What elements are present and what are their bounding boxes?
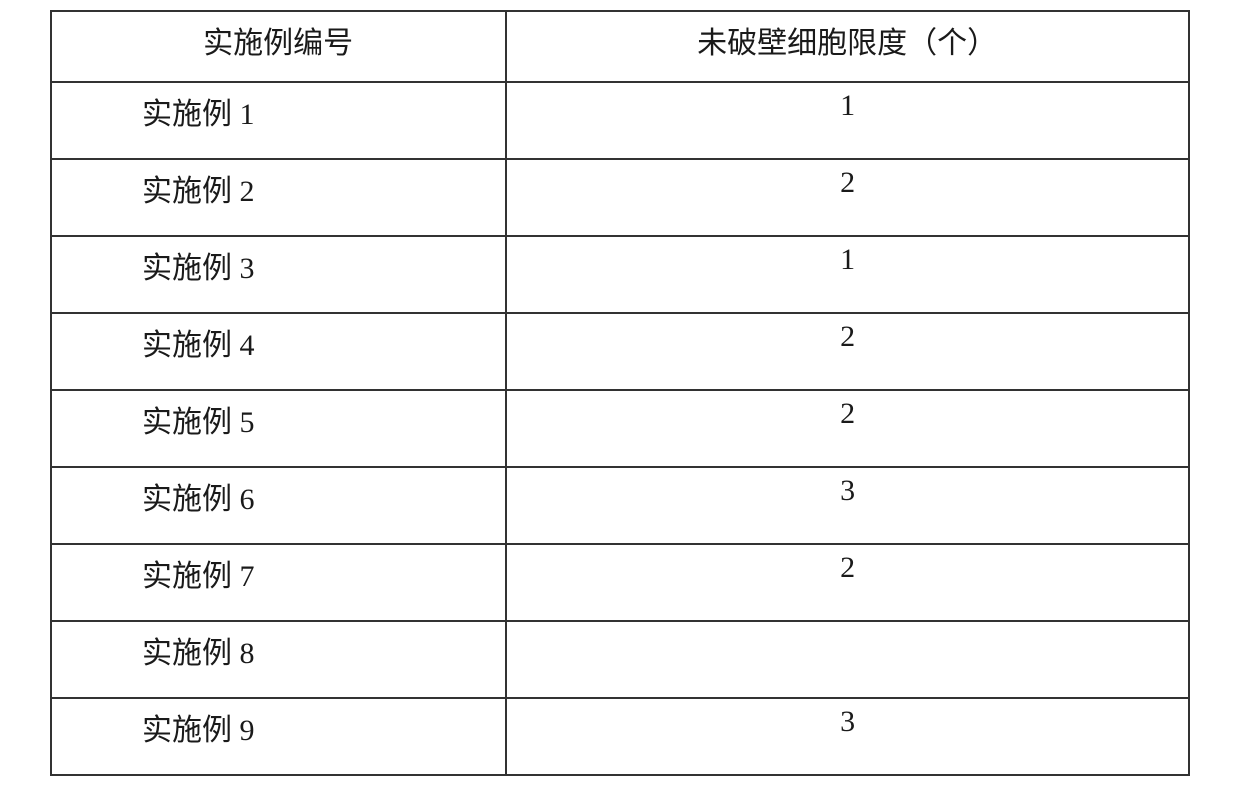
table-row: 实施例 8	[51, 621, 1189, 698]
header-col-1: 实施例编号	[51, 11, 506, 82]
cell-example-id: 实施例 5	[51, 390, 506, 467]
table-container: 实施例编号 未破壁细胞限度（个） 实施例 1 1 实施例 2 2 实施例 3 1…	[0, 0, 1240, 786]
table-row: 实施例 1 1	[51, 82, 1189, 159]
table-header-row: 实施例编号 未破壁细胞限度（个）	[51, 11, 1189, 82]
cell-value: 3	[506, 467, 1189, 544]
table-row: 实施例 3 1	[51, 236, 1189, 313]
cell-example-id: 实施例 8	[51, 621, 506, 698]
header-col-2: 未破壁细胞限度（个）	[506, 11, 1189, 82]
table-row: 实施例 4 2	[51, 313, 1189, 390]
cell-value: 1	[506, 82, 1189, 159]
cell-value	[506, 621, 1189, 698]
cell-example-id: 实施例 9	[51, 698, 506, 775]
cell-value: 2	[506, 313, 1189, 390]
cell-example-id: 实施例 4	[51, 313, 506, 390]
cell-value: 1	[506, 236, 1189, 313]
table-row: 实施例 9 3	[51, 698, 1189, 775]
cell-value: 3	[506, 698, 1189, 775]
table-row: 实施例 2 2	[51, 159, 1189, 236]
table-row: 实施例 7 2	[51, 544, 1189, 621]
cell-example-id: 实施例 7	[51, 544, 506, 621]
cell-example-id: 实施例 2	[51, 159, 506, 236]
table-row: 实施例 5 2	[51, 390, 1189, 467]
cell-example-id: 实施例 3	[51, 236, 506, 313]
cell-value: 2	[506, 159, 1189, 236]
data-table: 实施例编号 未破壁细胞限度（个） 实施例 1 1 实施例 2 2 实施例 3 1…	[50, 10, 1190, 776]
cell-value: 2	[506, 544, 1189, 621]
cell-example-id: 实施例 6	[51, 467, 506, 544]
cell-value: 2	[506, 390, 1189, 467]
cell-example-id: 实施例 1	[51, 82, 506, 159]
table-row: 实施例 6 3	[51, 467, 1189, 544]
